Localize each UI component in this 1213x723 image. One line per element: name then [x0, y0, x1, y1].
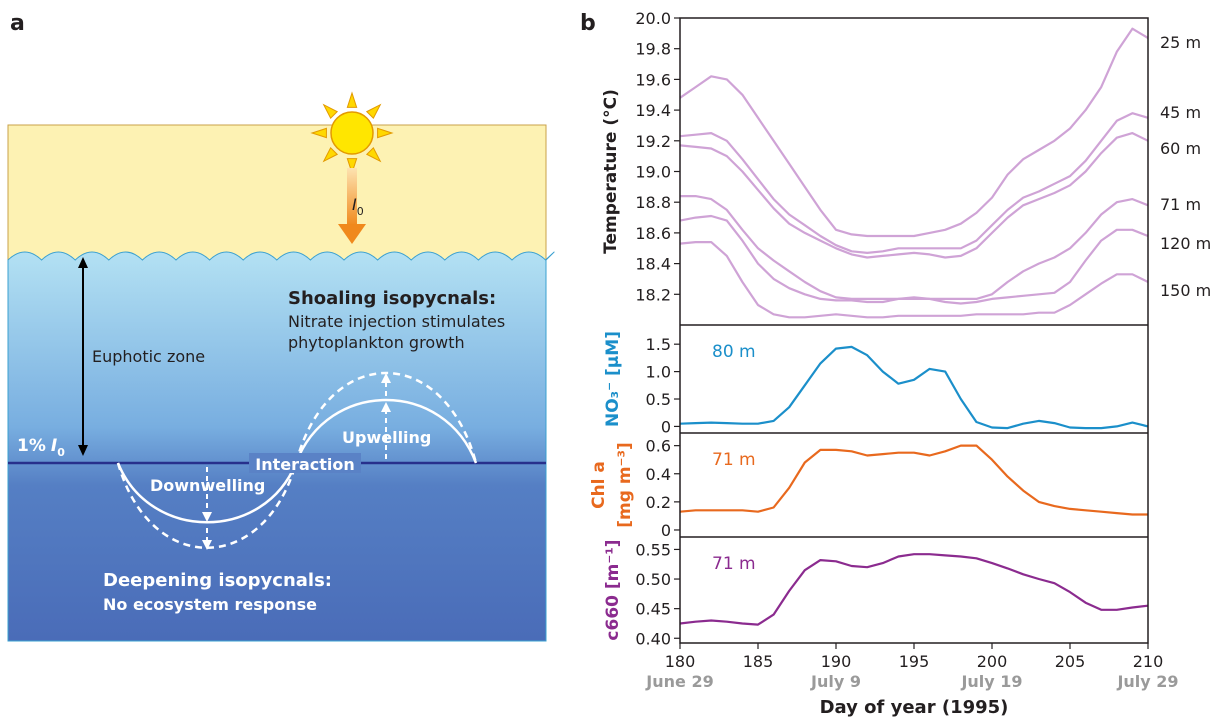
y-tick-label: 19.4 — [635, 101, 671, 120]
panel-label: a — [10, 11, 25, 36]
sun-ray — [377, 127, 394, 139]
series-label: 60 m — [1160, 139, 1201, 158]
ocean — [7, 251, 555, 642]
sun-ray — [322, 146, 339, 163]
deepening-title: Deepening isopycnals: — [103, 570, 332, 591]
data-line — [679, 345, 1149, 430]
x-date-label: July 19 — [960, 672, 1022, 691]
arrow-head — [78, 445, 88, 456]
plot-frame — [679, 17, 1149, 644]
euphotic-zone-label: Euphotic zone — [92, 347, 205, 366]
light-arrow-head — [338, 224, 366, 244]
data-line — [679, 214, 1149, 305]
y-tick-label: 18.2 — [635, 285, 671, 304]
y-tick-label: 0.4 — [646, 465, 671, 484]
x-tick-label: 210 — [1133, 652, 1164, 671]
y-tick-label: 0.5 — [646, 390, 671, 409]
sky — [7, 124, 547, 266]
sun-ray — [310, 127, 327, 139]
series-label: 25 m — [1160, 33, 1201, 52]
x-tick-label: 180 — [665, 652, 696, 671]
x-date-label: June 29 — [645, 672, 713, 691]
series-label: 150 m — [1160, 281, 1211, 300]
arrow-heads — [202, 373, 391, 550]
data-line — [679, 553, 1149, 626]
data-line — [679, 241, 1149, 319]
sun-ray — [365, 103, 382, 120]
y-tick-label: 0 — [661, 417, 671, 436]
y-tick-label: 0 — [661, 521, 671, 540]
series-label: 71 m — [712, 554, 756, 574]
series-label: 120 m — [1160, 234, 1211, 253]
x-tick-label: 205 — [1055, 652, 1086, 671]
series-label: 71 m — [1160, 195, 1201, 214]
label-background — [249, 453, 361, 473]
series-label: 71 m — [712, 450, 756, 470]
light-level-label: 1% I0 — [17, 436, 65, 459]
subscript: 0 — [57, 446, 65, 459]
y-tick-label: 19.8 — [635, 40, 671, 59]
symbol: I — [352, 195, 357, 214]
y-tick-label: 0.6 — [646, 437, 671, 456]
sun — [310, 91, 394, 175]
series-label: 80 m — [712, 342, 756, 362]
y-tick-label: 0.45 — [635, 600, 671, 619]
y-tick-label: 20.0 — [635, 9, 671, 28]
y-tick-label: 0.50 — [635, 570, 671, 589]
x-tick-label: 200 — [977, 652, 1008, 671]
x-tick-label: 195 — [899, 652, 930, 671]
series-label: 45 m — [1160, 103, 1201, 122]
y-axis-label: Temperature (°C) — [601, 89, 621, 254]
sun-ray — [365, 146, 382, 163]
y-axis-label: NO₃⁻ [µM] — [603, 331, 623, 427]
x-tick-label: 190 — [821, 652, 852, 671]
panel-label: b — [580, 11, 596, 36]
sun-disc — [330, 111, 374, 155]
charts: 18.2 18.4 18.6 18.8 19.0 19.2 19.4 19.6 19.8 20.0… — [589, 9, 1211, 718]
sun-ray — [322, 103, 339, 120]
displacement-arrows — [206, 383, 387, 540]
x-tick-label: 185 — [743, 652, 774, 671]
deepening-subtitle: No ecosystem response — [103, 595, 317, 614]
shoaling-line: Nitrate injection stimulates — [288, 312, 505, 331]
y-tick-label: 18.4 — [635, 255, 671, 274]
y-tick-label: 19.6 — [635, 70, 671, 89]
y-tick-label: 18.8 — [635, 193, 671, 212]
y-tick-label: 0.55 — [635, 540, 671, 559]
data-line — [679, 444, 1148, 516]
irradiance-label: I0 — [352, 195, 364, 218]
prefix: 1% — [17, 436, 46, 456]
shoaling-title: Shoaling isopycnals: — [288, 288, 496, 309]
symbol: I — [51, 436, 57, 456]
y-tick-label: 19.0 — [635, 163, 671, 182]
y-tick-label: 18.6 — [635, 224, 671, 243]
arrow-head — [78, 257, 88, 268]
displaced-isopycnal — [116, 371, 478, 549]
sun-ray — [346, 158, 358, 175]
y-axis-label: [mg m⁻³] — [615, 442, 635, 527]
y-tick-label: 0.40 — [635, 629, 671, 648]
y-tick-label: 0.2 — [646, 493, 671, 512]
data-line — [679, 132, 1149, 259]
x-date-label: July 9 — [810, 672, 861, 691]
shoaling-line: phytoplankton growth — [288, 333, 465, 352]
data-line — [679, 27, 1149, 238]
y-axis-label: c660 [m⁻¹] — [603, 539, 623, 640]
light-arrow — [347, 168, 357, 226]
data-line — [679, 112, 1149, 254]
interaction-label: Interaction — [255, 455, 355, 474]
diagram: I0 Euphotic zone 1% I0 Shoaling isopycnal… — [7, 91, 555, 642]
x-date-label: July 29 — [1116, 672, 1178, 691]
downwelling-label: Downwelling — [150, 476, 265, 495]
y-tick-label: 1.0 — [646, 363, 671, 382]
y-axis-label: Chl a — [589, 461, 609, 509]
data-line — [680, 195, 1149, 300]
sun-ray — [346, 91, 358, 108]
y-tick-label: 19.2 — [635, 132, 671, 151]
subscript: 0 — [357, 205, 364, 218]
x-axis-label: Day of year (1995) — [820, 697, 1009, 718]
upwelling-label: Upwelling — [342, 428, 431, 447]
y-tick-label: 1.5 — [646, 335, 671, 354]
